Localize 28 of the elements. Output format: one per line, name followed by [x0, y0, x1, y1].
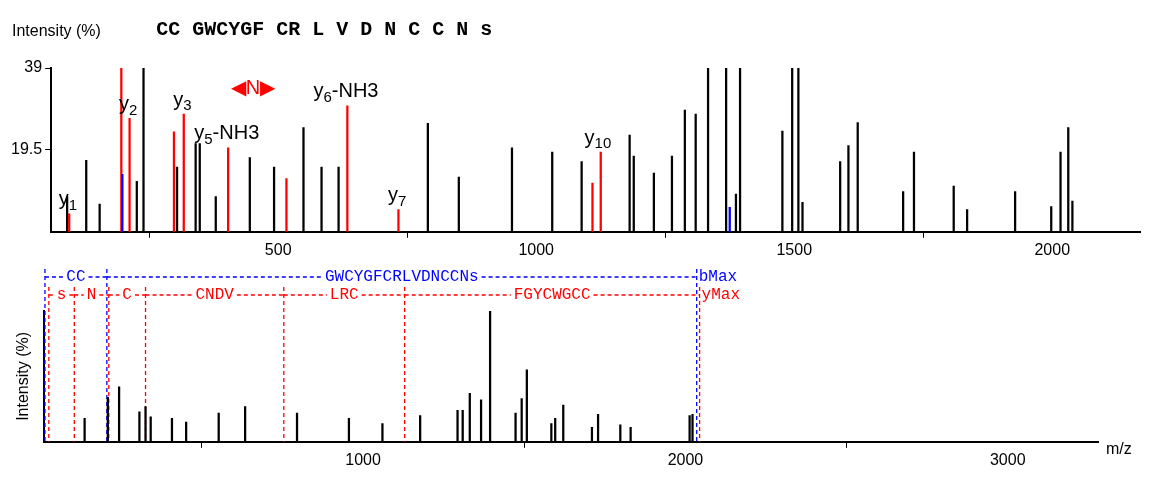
ref-line-label: FGYCWGCC [513, 286, 591, 305]
x-tick-label: 1000 [518, 240, 555, 258]
ref-line-label: s [56, 286, 67, 305]
x-tick-label: 3000 [989, 450, 1026, 468]
x-tick-label: 500 [264, 240, 292, 258]
y-tick-label: 39 [24, 58, 43, 76]
bar [397, 209, 400, 232]
ref-line-label: CNDV [195, 286, 235, 305]
annotation: ◀N▶ [230, 75, 277, 98]
ref-line-label: N [86, 286, 97, 305]
chart-title: CC GWCYGF CR L V D N C C N s [156, 18, 493, 42]
ref-line-label: CC [66, 268, 86, 287]
ref-line-label: bMax [698, 268, 738, 287]
bar [128, 118, 131, 232]
x-tick-label: 1500 [776, 240, 813, 258]
y-axis-title: Intensity (%) [14, 331, 32, 421]
y-tick-label: 19.5 [11, 140, 43, 158]
ref-line-label: LRC [329, 286, 359, 305]
x-axis-title: m/z [1106, 440, 1132, 458]
bar [591, 182, 594, 232]
bar [285, 178, 288, 232]
y-axis-title: Intensity (%) [12, 22, 101, 40]
ref-line-label: C [122, 286, 132, 305]
x-tick-label: 1000 [345, 450, 381, 468]
ref-line-label: GWCYGFCRLVDNCCNs [324, 268, 479, 287]
ref-line-label: yMax [701, 286, 741, 305]
x-tick-label: 2000 [667, 450, 704, 468]
x-tick-label: 2000 [1034, 240, 1071, 258]
